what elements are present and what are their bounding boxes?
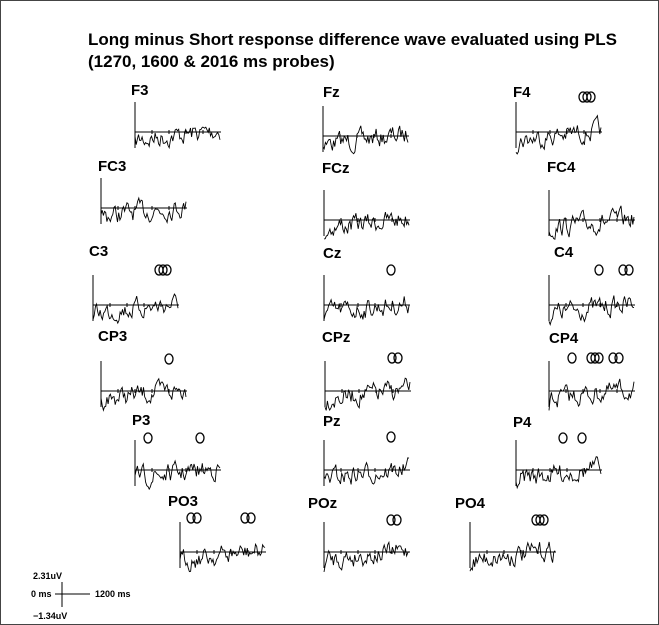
waveform xyxy=(515,114,602,155)
panel-label: CP4 xyxy=(549,330,579,347)
panel-label: Fz xyxy=(323,84,340,101)
probe-marker xyxy=(195,432,205,444)
panel-label: P3 xyxy=(132,412,150,429)
probe-marker xyxy=(186,512,196,524)
waveform xyxy=(515,456,602,490)
waveform xyxy=(324,377,411,411)
probe-marker xyxy=(582,91,592,103)
probe-marker xyxy=(594,264,604,276)
probe-marker xyxy=(246,512,256,524)
panel-label: Cz xyxy=(323,245,341,262)
waveform xyxy=(100,196,187,224)
panel-label: F4 xyxy=(513,84,531,101)
probe-marker xyxy=(590,352,600,364)
probe-marker xyxy=(539,514,549,526)
waveform xyxy=(134,459,221,491)
title-line: Long minus Short response difference wav… xyxy=(88,30,617,49)
waveform xyxy=(323,457,410,485)
panel-label: FC4 xyxy=(547,159,576,176)
scale-bar xyxy=(55,582,90,607)
panel-label: CP3 xyxy=(98,328,127,345)
probe-marker xyxy=(386,514,396,526)
waveform xyxy=(323,540,410,572)
panel-label: C4 xyxy=(554,244,574,261)
probe-marker xyxy=(608,352,618,364)
probe-marker xyxy=(558,432,568,444)
probe-marker xyxy=(535,514,545,526)
probe-marker xyxy=(614,352,624,364)
panel-label: Pz xyxy=(323,413,341,430)
probe-marker xyxy=(567,352,577,364)
panel-label: PO3 xyxy=(168,493,198,510)
panel-label: F3 xyxy=(131,82,149,99)
probe-marker xyxy=(143,432,153,444)
probe-marker xyxy=(386,431,396,443)
probe-marker xyxy=(393,352,403,364)
probe-marker xyxy=(192,512,202,524)
waveform xyxy=(323,296,410,320)
probe-marker xyxy=(162,264,172,276)
waveform xyxy=(134,126,221,150)
probe-marker xyxy=(164,353,174,365)
scale-label: −1.34uV xyxy=(33,611,67,621)
probe-marker xyxy=(392,514,402,526)
scale-label: 2.31uV xyxy=(33,571,62,581)
panel-label: POz xyxy=(308,495,337,512)
probe-marker xyxy=(577,432,587,444)
probe-marker xyxy=(618,264,628,276)
waveform xyxy=(469,541,556,572)
scale-label: 1200 ms xyxy=(95,589,131,599)
probe-marker xyxy=(594,352,604,364)
waveform xyxy=(179,542,266,573)
scale-label: 0 ms xyxy=(31,589,52,599)
title-line: (1270, 1600 & 2016 ms probes) xyxy=(88,52,335,71)
probe-marker xyxy=(387,352,397,364)
probe-marker xyxy=(158,264,168,276)
probe-marker xyxy=(386,264,396,276)
waveform xyxy=(92,293,179,325)
probe-marker xyxy=(624,264,634,276)
waveform xyxy=(323,211,410,240)
waveform xyxy=(548,378,635,411)
panel-label: P4 xyxy=(513,414,532,431)
probe-marker xyxy=(586,91,596,103)
panel-label: C3 xyxy=(89,243,108,260)
probe-marker xyxy=(240,512,250,524)
panel-label: CPz xyxy=(322,329,350,346)
panel-label: PO4 xyxy=(455,495,486,512)
waveform xyxy=(322,125,409,155)
waveform xyxy=(548,295,635,326)
panel-label: FC3 xyxy=(98,158,126,175)
waveform xyxy=(100,377,187,412)
waveform xyxy=(548,205,635,240)
panel-label: FCz xyxy=(322,160,350,177)
